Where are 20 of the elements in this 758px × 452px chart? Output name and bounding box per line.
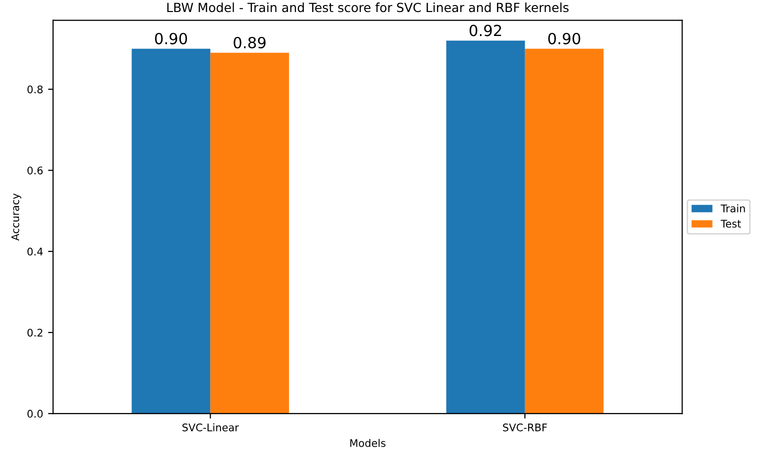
x-tick-label: SVC-RBF <box>503 423 547 432</box>
data-label: 0.90 <box>548 32 580 44</box>
bar <box>210 52 289 414</box>
bar <box>132 48 210 414</box>
data-label: 0.92 <box>470 24 502 36</box>
x-axis-title: Models <box>350 438 386 447</box>
legend-label: Test <box>720 220 742 228</box>
data-label: 0.90 <box>155 32 188 44</box>
y-axis-title: Accuracy <box>11 193 22 241</box>
data-label: 0.89 <box>234 36 266 48</box>
y-tick-label: 0.8 <box>27 85 43 94</box>
y-tick-label: 0.0 <box>27 410 43 418</box>
chart-title: LBW Model - Train and Test score for SVC Linear and RBF kernels <box>167 2 569 12</box>
bar <box>524 48 604 414</box>
x-tick-label: SVC-Linear <box>182 423 239 432</box>
y-tick-label: 0.4 <box>27 248 43 256</box>
legend-label: Train <box>720 204 745 212</box>
y-tick-label: 0.2 <box>27 328 42 337</box>
bar <box>446 40 525 414</box>
y-tick-label: 0.6 <box>27 166 43 174</box>
